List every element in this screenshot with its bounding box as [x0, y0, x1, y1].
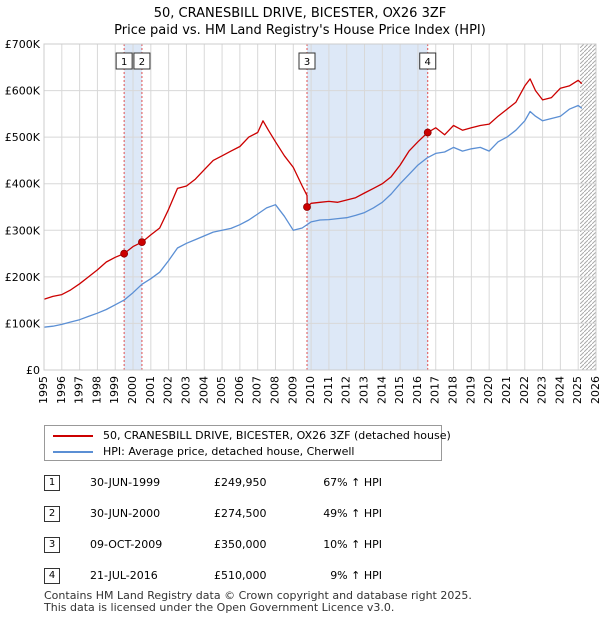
sale-label: 4 [425, 57, 431, 68]
transaction-badge: 2 [44, 506, 60, 522]
x-tick-label: 2009 [286, 376, 299, 404]
x-tick-label: 2016 [411, 376, 424, 404]
legend: 50, CRANESBILL DRIVE, BICESTER, OX26 3ZF… [44, 425, 451, 461]
transaction-hpi: 9% ↑ HPI [330, 569, 382, 582]
sale-label-box [419, 52, 437, 70]
sale-label: 3 [304, 57, 310, 68]
y-tick-label: £400K [5, 178, 41, 191]
x-tick-label: 2021 [500, 376, 513, 404]
chart-title: 50, CRANESBILL DRIVE, BICESTER, OX26 3ZF [153, 6, 447, 21]
hpi-line [43, 104, 583, 328]
transaction-date: 30-JUN-2000 [90, 507, 161, 520]
x-tick-label: 1997 [73, 376, 86, 404]
y-tick-label: £300K [5, 224, 41, 237]
x-tick-label: 2010 [304, 376, 317, 404]
y-tick-label: £700K [5, 38, 41, 51]
transaction-date: 30-JUN-1999 [90, 476, 161, 489]
table-row: 4 21-JUL-2016 £510,000 9% ↑ HPI [44, 567, 424, 585]
legend-label-property: 50, CRANESBILL DRIVE, BICESTER, OX26 3ZF… [103, 429, 451, 442]
x-tick-label: 2002 [162, 376, 175, 404]
sale-label-box [298, 52, 316, 70]
sale-label-box [133, 52, 151, 70]
sale-label: 1 [121, 57, 127, 68]
x-tick-label: 2000 [126, 376, 139, 404]
y-tick-label: £600K [5, 85, 41, 98]
sale-label: 2 [139, 57, 145, 68]
x-tick-label: 1998 [90, 376, 103, 404]
plot-border [43, 43, 597, 371]
x-tick-label: 2026 [589, 376, 600, 404]
transaction-hpi: 10% ↑ HPI [323, 538, 382, 551]
x-tick-label: 2013 [358, 376, 371, 404]
x-tick-label: 2004 [197, 376, 210, 404]
x-tick-label: 2022 [518, 376, 531, 404]
transaction-badge: 3 [44, 537, 60, 553]
x-tick-label: 2020 [482, 376, 495, 404]
x-tick-label: 2015 [393, 376, 406, 404]
x-tick-label: 2005 [215, 376, 228, 404]
y-tick-label: £200K [5, 271, 41, 284]
x-tick-label: 1995 [37, 376, 50, 404]
x-tick-label: 1996 [55, 376, 68, 404]
price-chart: £0 £100K £200K £300K £400K £500K £600K £700K 199… [5, 38, 600, 404]
x-tick-label: 2012 [340, 376, 353, 404]
footer-copyright: Contains HM Land Registry data © Crown c… [44, 589, 472, 602]
y-tick-label: £500K [5, 131, 41, 144]
transaction-badge: 1 [44, 475, 60, 491]
sale-label-box [115, 52, 133, 70]
transaction-date: 21-JUL-2016 [90, 569, 158, 582]
sale-band [307, 44, 428, 370]
footer-licence: This data is licensed under the Open Gov… [44, 601, 395, 614]
x-tick-label: 2025 [571, 376, 584, 404]
sale-point [138, 238, 146, 247]
x-tick-label: 2007 [251, 376, 264, 404]
x-tick-label: 2001 [144, 376, 157, 404]
x-tick-label: 2014 [375, 376, 388, 404]
sale-point [120, 249, 129, 258]
x-tick-label: 2011 [322, 376, 335, 404]
transaction-price: £510,000 [214, 569, 267, 582]
footer: Contains HM Land Registry data © Crown c… [44, 590, 472, 614]
transaction-date: 09-OCT-2009 [90, 538, 163, 551]
x-tick-label: 2023 [536, 376, 549, 404]
transaction-price: £350,000 [214, 538, 267, 551]
x-tick-label: 1999 [108, 376, 121, 404]
legend-swatch-hpi [53, 451, 93, 453]
table-row: 3 09-OCT-2009 £350,000 10% ↑ HPI [44, 536, 424, 554]
transaction-hpi: 67% ↑ HPI [323, 476, 382, 489]
table-row: 1 30-JUN-1999 £249,950 67% ↑ HPI [44, 474, 424, 492]
legend-swatch-property [53, 435, 93, 437]
transaction-hpi: 49% ↑ HPI [323, 507, 382, 520]
chart-subtitle: Price paid vs. HM Land Registry's House … [114, 23, 486, 38]
x-tick-label: 2018 [447, 376, 460, 404]
transaction-price: £274,500 [214, 507, 267, 520]
x-tick-label: 2024 [553, 376, 566, 404]
forecast-hatch [579, 44, 596, 370]
x-tick-label: 2017 [429, 376, 442, 404]
y-tick-label: £100K [5, 317, 41, 330]
y-tick-label: £0 [26, 364, 40, 377]
legend-label-hpi: HPI: Average price, detached house, Cher… [103, 445, 355, 458]
x-tick-label: 2006 [233, 376, 246, 404]
sale-point [303, 203, 311, 211]
x-tick-label: 2003 [179, 376, 192, 404]
transaction-badge: 4 [44, 568, 60, 584]
x-tick-label: 2019 [464, 376, 477, 404]
x-tick-label: 2008 [268, 376, 281, 404]
table-row: 2 30-JUN-2000 £274,500 49% ↑ HPI [44, 505, 424, 523]
transaction-price: £249,950 [214, 476, 267, 489]
sale-point [423, 128, 432, 137]
